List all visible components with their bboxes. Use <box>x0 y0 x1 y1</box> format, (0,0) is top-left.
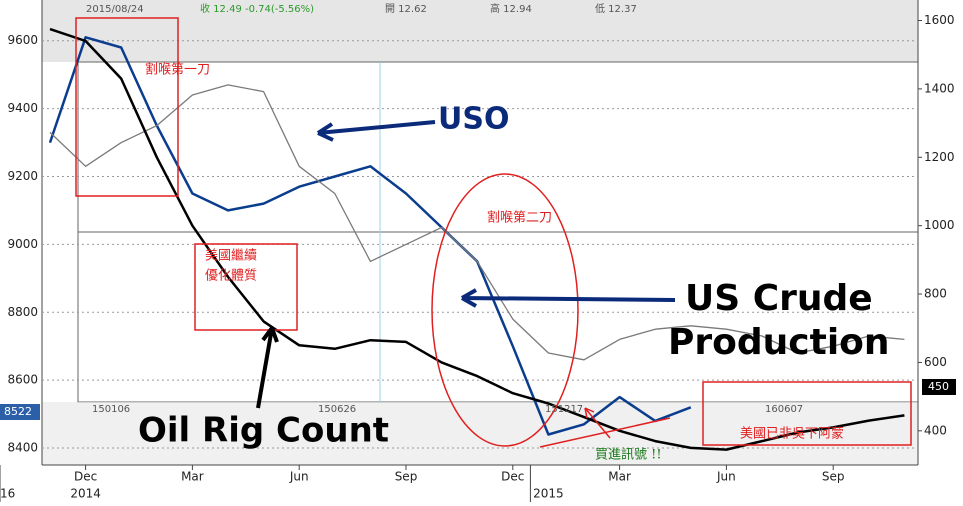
arrow <box>256 326 279 409</box>
last-value: 8522 <box>4 405 32 418</box>
x-tick-label: Sep <box>822 470 845 484</box>
x-tick-label: Sep <box>395 470 418 484</box>
year-label: 2016 <box>0 487 15 501</box>
x-tick-label: Jun <box>289 470 309 484</box>
annotation: US Crude <box>685 278 873 319</box>
y-tick-label: 8400 <box>7 441 38 455</box>
header-open: 開 12.62 <box>385 3 427 15</box>
y-tick-label: 9000 <box>7 237 38 251</box>
year-label: 2014 <box>70 487 101 501</box>
y-tick-label: 8600 <box>7 373 38 387</box>
band-label: 151217 <box>545 404 583 415</box>
y2-tick-label: 800 <box>924 287 947 301</box>
y2-tick-label: 1000 <box>924 218 955 232</box>
y-tick-label: 9600 <box>7 33 38 47</box>
annotation: Production <box>668 322 890 363</box>
header-date: 2015/08/24 <box>86 4 144 15</box>
annotation: 美國繼續 <box>205 249 257 264</box>
x-tick-label: Dec <box>501 470 524 484</box>
header-close: 收 12.49 -0.74(-5.56%) <box>200 2 314 15</box>
y-tick-label: 9200 <box>7 169 38 183</box>
x-tick-label: Mar <box>181 470 204 484</box>
highlight-box <box>702 381 912 446</box>
arrow <box>584 407 611 439</box>
header-high: 高 12.94 <box>490 2 532 15</box>
y-tick-label: 9400 <box>7 101 38 115</box>
band-label: 150626 <box>318 404 356 415</box>
year-label: 2015 <box>533 487 564 501</box>
last-value-tag <box>922 379 956 395</box>
x-tick-label: Dec <box>74 470 97 484</box>
annotation: USO <box>438 102 509 137</box>
highlight-box <box>194 243 298 331</box>
annotation: 美國已非吳下阿蒙 <box>740 427 844 442</box>
x-tick-label: Jun <box>716 470 736 484</box>
highlight-box <box>75 17 179 197</box>
header-low: 低 12.37 <box>595 2 637 15</box>
band-label: 150106 <box>92 404 130 415</box>
arrow <box>316 120 436 142</box>
highlight-ellipse <box>431 173 579 447</box>
y2-tick-label: 400 <box>924 423 947 437</box>
y-tick-label: 8800 <box>7 305 38 319</box>
annotation: 割喉第二刀 <box>487 210 552 226</box>
x-tick-label: Mar <box>608 470 631 484</box>
bottom-band <box>42 402 918 465</box>
top-band <box>42 0 918 62</box>
annotation: 優化體質 <box>205 269 257 284</box>
last-value-tag <box>0 404 40 420</box>
y2-tick-label: 1400 <box>924 81 955 95</box>
last-value: 450 <box>928 380 949 393</box>
y2-tick-label: 600 <box>924 355 947 369</box>
band-label: 160607 <box>765 404 803 415</box>
y2-tick-label: 1200 <box>924 150 955 164</box>
annotation: Oil Rig Count <box>138 411 389 451</box>
annotation: 割喉第一刀 <box>145 62 210 78</box>
annotation: 買進訊號 !! <box>595 448 662 463</box>
arrow <box>461 288 676 308</box>
series-line <box>49 84 905 361</box>
series-line <box>49 27 905 451</box>
y2-tick-label: 1600 <box>924 13 955 27</box>
